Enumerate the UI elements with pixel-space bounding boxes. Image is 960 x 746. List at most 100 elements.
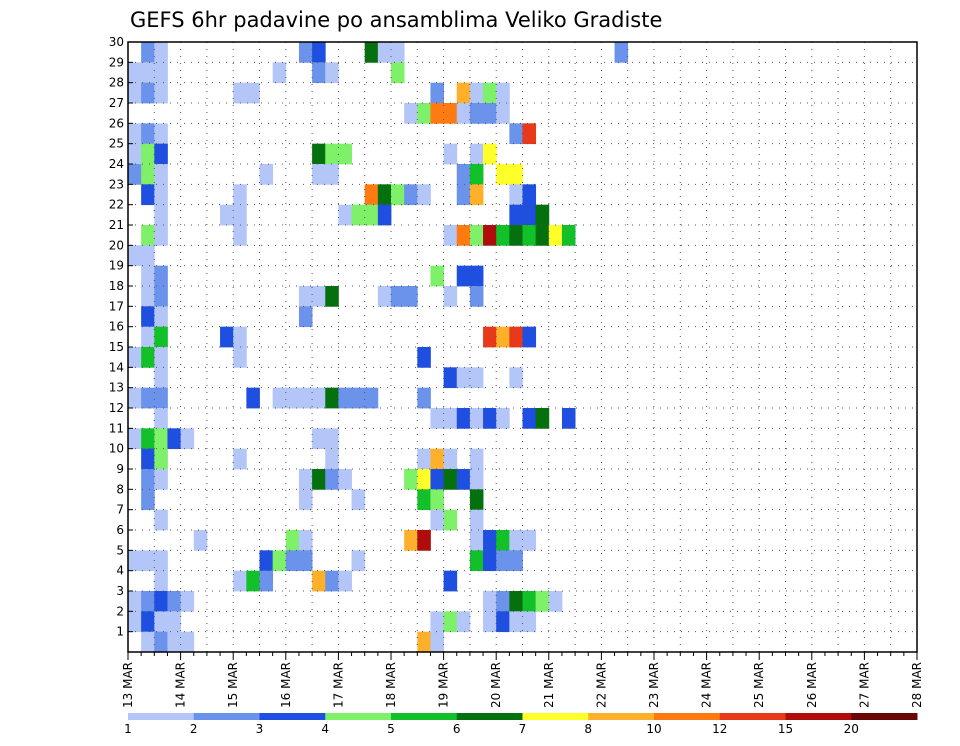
colorbar-c-blue [259,713,326,720]
heatmap-cell [469,143,484,165]
heatmap-cell [522,326,537,348]
y-tick-label: 23 [109,177,124,191]
heatmap-cell [483,530,497,551]
chart-title: GEFS 6hr padavine po ansamblima Veliko G… [130,8,662,32]
heatmap-cell [141,306,155,328]
heatmap-cell [246,387,260,409]
heatmap-cell [496,326,510,348]
heatmap-cell [154,143,168,165]
heatmap-cell [522,408,537,429]
heatmap-cell [443,611,458,633]
heatmap-cell [404,184,418,206]
heatmap-cell [443,225,458,246]
heatmap-cell [141,245,155,267]
heatmap-cell [272,62,287,84]
colorbar-c-green [391,713,458,720]
heatmap-cell [141,631,155,653]
heatmap-cell [417,631,431,653]
colorbar-label: 20 [844,722,859,736]
heatmap-cell [377,204,392,226]
heatmap-cell [312,143,326,165]
heatmap-cell [483,225,497,246]
heatmap-cell [561,225,576,246]
heatmap-cell [522,225,537,246]
heatmap-cell [180,428,195,450]
heatmap-cell [338,469,352,490]
heatmap-cell [443,103,458,124]
heatmap-cell [430,489,444,511]
heatmap-cell [496,103,510,124]
heatmap-cell [141,387,155,409]
heatmap-cell [338,387,352,409]
heatmap-cell [246,82,260,104]
x-tick-label: 23 MAR [647,662,661,708]
x-tick-label: 16 MAR [279,662,293,708]
heatmap-cell [154,591,168,612]
heatmap-cell [128,550,142,572]
heatmap-cell [548,225,563,246]
heatmap-cell [312,164,326,185]
heatmap-cell [233,326,247,348]
heatmap-cell [430,509,444,531]
heatmap-cell [298,306,313,328]
y-tick-label: 16 [109,320,124,334]
heatmap-cell [417,530,431,551]
y-tick-label: 9 [116,462,124,476]
heatmap-cell [141,286,155,307]
heatmap-cell [128,245,142,267]
y-tick-label: 6 [116,523,124,537]
heatmap-cell [456,265,471,287]
y-tick-label: 28 [109,76,124,90]
heatmap-cell [443,143,458,165]
heatmap-cell [417,469,431,490]
colorbar-c-light-orange [588,713,655,720]
heatmap-cell [364,42,379,63]
heatmap-cell [154,448,168,470]
heatmap-cell [364,204,379,226]
heatmap-cell [154,509,168,531]
heatmap-cell [154,82,168,104]
heatmap-cell [483,326,497,348]
y-axis: 1234567891011121314151617181920212223242… [109,35,133,639]
heatmap-cell [469,448,484,470]
colorbar-c-dark-red [785,713,852,720]
heatmap-cell [443,509,458,531]
y-tick-label: 29 [109,55,124,69]
colorbar-c-dark-green [456,713,523,720]
heatmap-cell [483,591,497,612]
heatmap-cell [430,448,444,470]
heatmap-cell [141,448,155,470]
heatmap-cell [312,42,326,63]
x-tick-label: 25 MAR [752,662,766,708]
heatmap-cell [456,408,471,429]
y-tick-label: 2 [116,604,124,618]
heatmap-cell [483,408,497,429]
heatmap-cell [469,550,484,572]
heatmap-cell [141,611,155,633]
heatmap-cell [298,469,313,490]
heatmap-cell [548,591,563,612]
heatmap-cell [509,367,523,389]
heatmap-cell [128,428,142,450]
heatmap-cell [404,286,418,307]
heatmap-cell [141,62,155,84]
heatmap-cell [391,62,405,84]
y-tick-label: 8 [116,482,124,496]
heatmap-cell [483,550,497,572]
heatmap-cell [483,611,497,633]
heatmap-cell [469,367,484,389]
heatmap-cell [443,448,458,470]
heatmap-cell [417,184,431,206]
heatmap-cell [535,204,550,226]
heatmap-cell [298,530,313,551]
colorbar-label: 3 [256,722,264,736]
y-tick-label: 30 [109,35,124,49]
heatmap-cell [128,164,142,185]
heatmap-cell [469,164,484,185]
x-tick-label: 21 MAR [542,662,556,708]
heatmap-cell [509,550,523,572]
heatmap-cell [154,408,168,429]
colorbar-label: 2 [190,722,198,736]
y-tick-label: 26 [109,116,124,130]
